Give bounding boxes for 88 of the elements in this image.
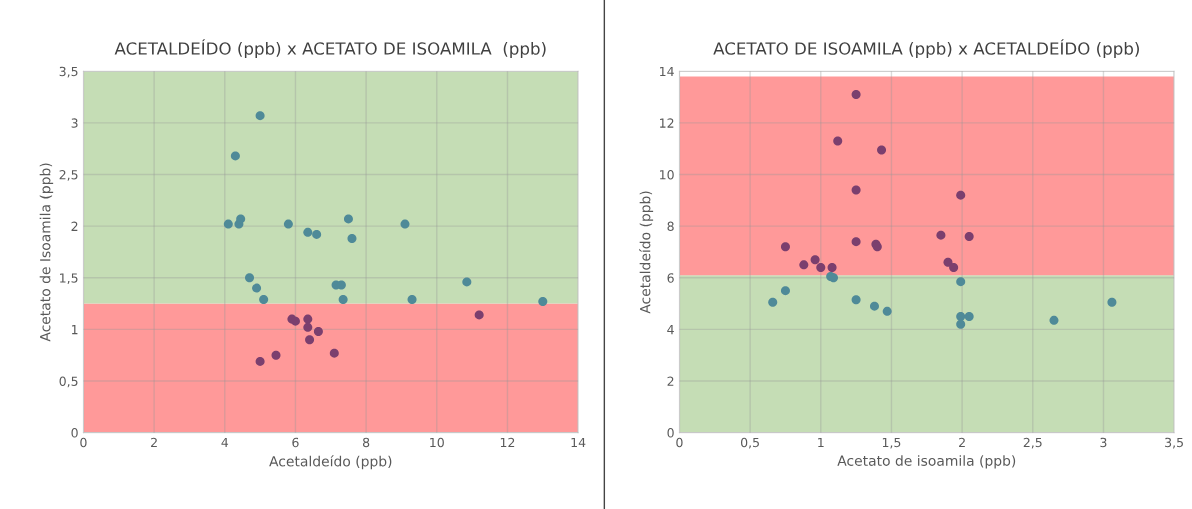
chart-title: ACETATO DE ISOAMILA (ppb) x ACETALDEÍDO (ppb) bbox=[713, 39, 1139, 59]
x-tick-label: 10 bbox=[430, 437, 444, 448]
y-tick-label: 0,5 bbox=[59, 376, 78, 388]
point bbox=[407, 294, 417, 304]
point bbox=[255, 111, 265, 121]
x-tick-label: 8 bbox=[362, 437, 370, 448]
point bbox=[259, 294, 269, 304]
point bbox=[223, 219, 233, 229]
point bbox=[245, 273, 255, 283]
point bbox=[303, 322, 313, 332]
y-axis-title: Acetato de Isoamila (ppb) bbox=[39, 163, 54, 342]
y-tick-label: 6 bbox=[667, 273, 674, 283]
point bbox=[236, 214, 246, 224]
x-tick-label: 3,5 bbox=[1165, 437, 1183, 449]
point bbox=[474, 310, 484, 320]
y-tick-label: 2,5 bbox=[59, 169, 78, 181]
point bbox=[538, 297, 548, 307]
point bbox=[956, 311, 966, 321]
x-tick-label: 1,5 bbox=[882, 437, 901, 449]
point bbox=[833, 136, 843, 146]
point bbox=[882, 306, 892, 316]
x-axis-title: Acetaldeído (ppb) bbox=[269, 455, 392, 470]
y-tick-label: 3,5 bbox=[59, 66, 78, 78]
point bbox=[949, 262, 959, 272]
point bbox=[462, 277, 472, 287]
x-tick-label: 1 bbox=[818, 437, 824, 448]
x-tick-label: 2,5 bbox=[1023, 437, 1042, 449]
point bbox=[816, 262, 826, 272]
y-tick-label: 3 bbox=[71, 118, 78, 128]
point bbox=[810, 255, 820, 265]
point bbox=[851, 237, 861, 247]
point bbox=[271, 350, 281, 360]
y-tick-label: 0 bbox=[667, 428, 674, 438]
point bbox=[303, 314, 313, 324]
x-tick-label: 0 bbox=[80, 437, 87, 448]
point bbox=[338, 294, 348, 304]
point bbox=[851, 89, 861, 99]
x-tick-label: 0,5 bbox=[740, 437, 759, 449]
y-tick-label: 14 bbox=[660, 66, 674, 77]
point bbox=[283, 219, 293, 229]
x-tick-label: 3 bbox=[1100, 437, 1107, 448]
point bbox=[851, 185, 861, 195]
y-tick-label: 10 bbox=[660, 169, 674, 180]
point bbox=[329, 348, 339, 358]
point bbox=[400, 219, 410, 229]
x-tick-label: 6 bbox=[292, 437, 299, 448]
x-tick-label: 2 bbox=[151, 437, 157, 448]
x-tick-label: 12 bbox=[500, 437, 515, 448]
point bbox=[936, 230, 946, 240]
point bbox=[255, 356, 265, 366]
x-axis-title: Acetato de isoamila (ppb) bbox=[837, 455, 1016, 469]
point bbox=[1049, 315, 1059, 325]
point bbox=[305, 335, 315, 345]
point bbox=[799, 260, 809, 270]
point bbox=[780, 242, 790, 252]
point bbox=[252, 283, 262, 293]
x-tick-label: 2 bbox=[959, 437, 965, 448]
point bbox=[312, 229, 322, 239]
point bbox=[303, 227, 313, 237]
point bbox=[956, 190, 966, 200]
point bbox=[964, 311, 974, 321]
point bbox=[964, 231, 974, 241]
point bbox=[343, 214, 353, 224]
point bbox=[827, 262, 837, 272]
y-tick-label: 2 bbox=[71, 221, 78, 231]
point bbox=[1107, 297, 1117, 307]
y-tick-label: 8 bbox=[667, 221, 674, 232]
y-tick-label: 1 bbox=[72, 325, 78, 335]
point bbox=[877, 145, 887, 155]
point bbox=[851, 295, 861, 305]
point bbox=[230, 151, 240, 161]
x-tick-label: 0 bbox=[676, 437, 683, 448]
point bbox=[956, 319, 966, 329]
point bbox=[347, 234, 357, 244]
x-tick-label: 4 bbox=[221, 437, 229, 448]
point bbox=[869, 301, 879, 311]
point bbox=[780, 286, 790, 296]
y-tick-label: 4 bbox=[667, 325, 674, 335]
y-tick-label: 12 bbox=[660, 118, 674, 128]
x-tick-label: 14 bbox=[571, 437, 586, 448]
point bbox=[768, 297, 778, 307]
y-tick-label: 0 bbox=[71, 428, 78, 438]
point bbox=[956, 277, 966, 287]
y-tick-label: 2 bbox=[667, 376, 674, 386]
y-axis-title: Acetaldeído (ppb) bbox=[639, 191, 654, 314]
chart-title: ACETALDEÍDO (ppb) x ACETATO DE ISOAMILA (ppb) bbox=[114, 39, 546, 59]
y-tick-label: 1,5 bbox=[60, 273, 78, 284]
point bbox=[313, 326, 323, 336]
